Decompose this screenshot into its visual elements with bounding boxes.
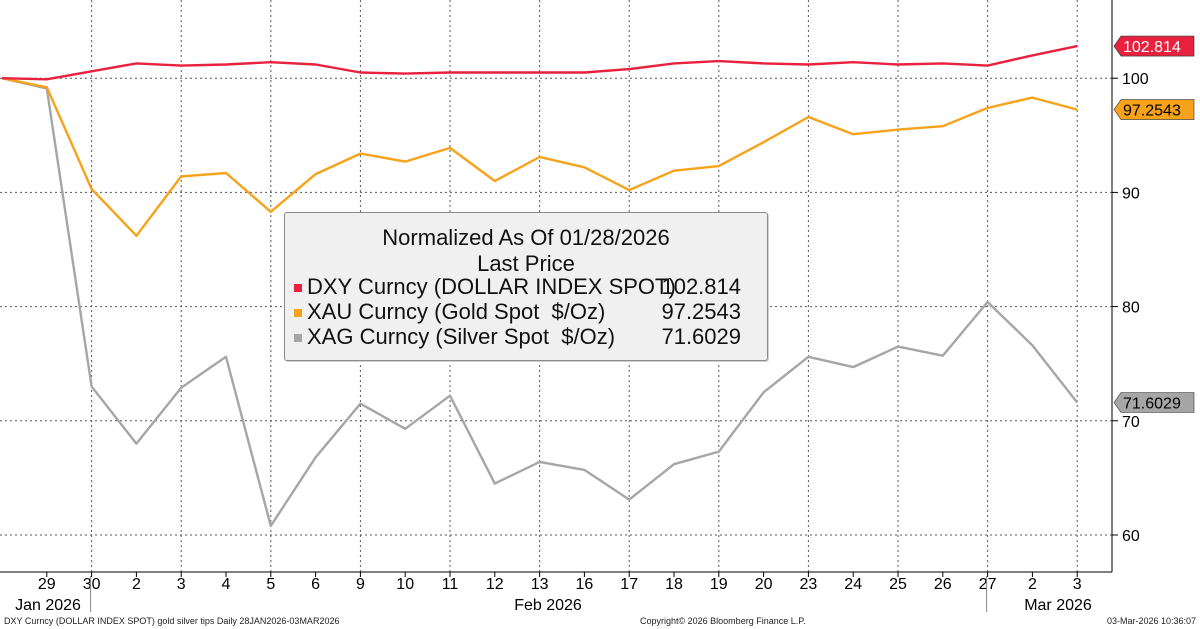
x-tick-label: 12	[486, 576, 504, 593]
legend-swatch-xag	[294, 334, 302, 342]
series-line-xag	[1, 77, 1079, 528]
y-tick-label: 90	[1122, 185, 1140, 202]
x-tick-label: 27	[979, 576, 997, 593]
footer-timestamp: 03-Mar-2026 10:36:07	[1106, 616, 1196, 626]
legend-subtitle: Last Price	[477, 251, 575, 276]
x-tick-label: 5	[266, 576, 275, 593]
y-tick-label: 80	[1122, 300, 1140, 317]
legend-row-xag: XAG Curncy (Silver Spot $/Oz) 71.6029	[285, 324, 767, 350]
series-line-dxy	[1, 44, 1078, 81]
x-tick-label: 25	[889, 576, 907, 593]
last-value-tag-xau	[1113, 99, 1195, 120]
x-period-label: Mar 2026	[1024, 597, 1092, 614]
x-tick-label: 4	[222, 576, 231, 593]
last-value-label-dxy: 102.814	[1123, 39, 1181, 56]
legend-value-xau: 97.2543	[661, 299, 741, 324]
y-tick-label: 100	[1122, 71, 1149, 88]
x-tick-label: 26	[934, 576, 952, 593]
x-tick-label: 13	[531, 576, 549, 593]
legend-name-dxy: DXY Curncy (DOLLAR INDEX SPOT)	[307, 274, 676, 299]
x-tick-label: 19	[710, 576, 728, 593]
last-value-label-xag: 71.6029	[1123, 395, 1181, 412]
series-line-xau	[1, 77, 1078, 238]
x-tick-label: 3	[1073, 576, 1082, 593]
legend-value-xag: 71.6029	[661, 324, 741, 349]
x-period-label: Feb 2026	[514, 597, 582, 614]
legend-row-xau: XAU Curncy (Gold Spot $/Oz) 97.2543	[285, 299, 767, 325]
x-tick-label: 2	[132, 576, 141, 593]
footer-copyright: Copyright© 2026 Bloomberg Finance L.P.	[640, 616, 806, 626]
legend-name-xag: XAG Curncy (Silver Spot $/Oz)	[307, 324, 616, 349]
x-tick-label: 9	[356, 576, 365, 593]
last-value-label-xau: 97.2543	[1123, 103, 1181, 120]
last-value-tag-xag	[1113, 392, 1195, 413]
x-tick-label: 29	[38, 576, 56, 593]
legend-row-dxy: DXY Curncy (DOLLAR INDEX SPOT) 102.814	[285, 274, 767, 300]
x-tick-label: 20	[755, 576, 773, 593]
x-tick-label: 11	[442, 576, 459, 593]
legend-swatch-xau	[294, 309, 302, 317]
y-tick-label: 60	[1122, 528, 1140, 545]
x-tick-label: 17	[620, 576, 638, 593]
x-tick-label: 23	[800, 576, 818, 593]
x-period-label: Jan 2026	[15, 597, 81, 614]
legend-name-xau: XAU Curncy (Gold Spot $/Oz)	[307, 299, 606, 324]
x-tick-label: 6	[311, 576, 320, 593]
y-tick-label: 70	[1122, 414, 1140, 431]
x-tick-label: 30	[83, 576, 101, 593]
x-tick-label: 10	[396, 576, 414, 593]
x-tick-label: 2	[1028, 576, 1037, 593]
legend-value-dxy: 102.814	[661, 274, 741, 299]
last-value-tag-dxy	[1113, 35, 1195, 57]
x-tick-label: 24	[844, 576, 862, 593]
legend-title: Normalized As Of 01/28/2026	[382, 225, 670, 250]
legend-swatch-dxy	[294, 284, 302, 292]
x-tick-label: 3	[177, 576, 186, 593]
legend-box: Normalized As Of 01/28/2026 Last Price D…	[284, 212, 768, 361]
x-tick-label: 18	[665, 576, 683, 593]
footer-source: DXY Curncy (DOLLAR INDEX SPOT) gold silv…	[4, 616, 340, 626]
x-tick-label: 16	[576, 576, 594, 593]
